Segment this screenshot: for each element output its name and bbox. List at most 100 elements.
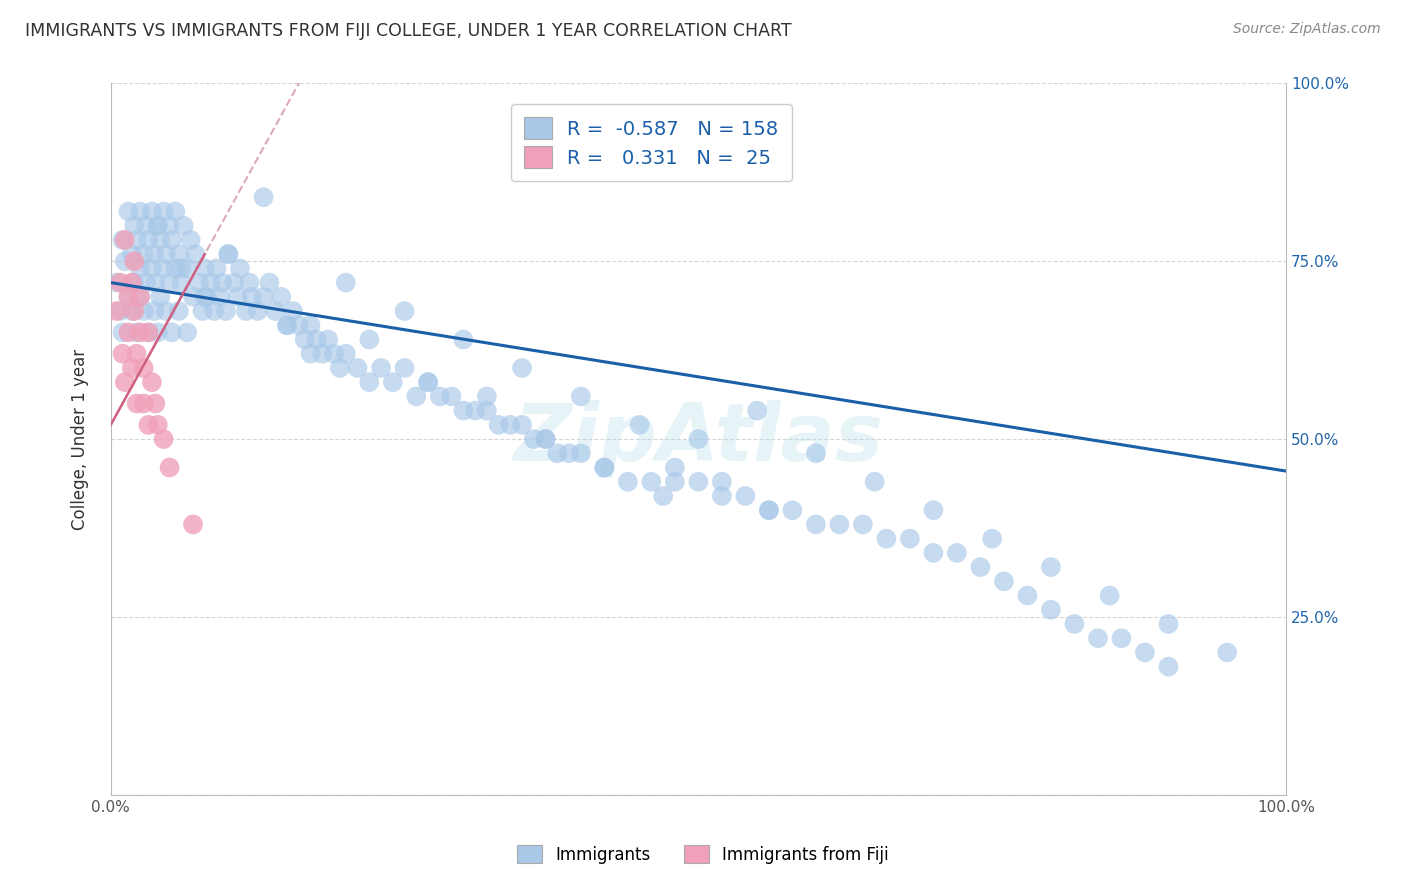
Point	[1039, 603, 1062, 617]
Point	[346, 360, 368, 375]
Point	[922, 546, 945, 560]
Point	[546, 446, 568, 460]
Point	[217, 247, 239, 261]
Text: IMMIGRANTS VS IMMIGRANTS FROM FIJI COLLEGE, UNDER 1 YEAR CORRELATION CHART: IMMIGRANTS VS IMMIGRANTS FROM FIJI COLLE…	[25, 22, 792, 40]
Point	[758, 503, 780, 517]
Point	[138, 326, 160, 340]
Point	[122, 276, 145, 290]
Point	[173, 219, 195, 233]
Point	[117, 326, 139, 340]
Point	[146, 417, 169, 432]
Point	[145, 276, 167, 290]
Point	[217, 247, 239, 261]
Point	[270, 290, 292, 304]
Point	[664, 460, 686, 475]
Point	[125, 233, 148, 247]
Point	[132, 304, 155, 318]
Point	[593, 460, 616, 475]
Point	[122, 254, 145, 268]
Point	[200, 276, 222, 290]
Point	[129, 290, 152, 304]
Point	[394, 360, 416, 375]
Point	[111, 233, 134, 247]
Point	[323, 347, 346, 361]
Point	[117, 290, 139, 304]
Point	[209, 290, 232, 304]
Point	[453, 333, 475, 347]
Point	[141, 375, 163, 389]
Point	[141, 261, 163, 276]
Point	[863, 475, 886, 489]
Point	[187, 276, 209, 290]
Point	[170, 276, 193, 290]
Point	[132, 247, 155, 261]
Point	[184, 247, 207, 261]
Point	[121, 247, 143, 261]
Point	[215, 304, 238, 318]
Point	[132, 396, 155, 410]
Point	[745, 403, 768, 417]
Point	[252, 190, 274, 204]
Point	[294, 333, 316, 347]
Point	[159, 460, 181, 475]
Legend: R =  -0.587   N = 158, R =   0.331   N =  25: R = -0.587 N = 158, R = 0.331 N = 25	[510, 103, 792, 181]
Point	[229, 261, 252, 276]
Point	[194, 290, 217, 304]
Point	[628, 417, 651, 432]
Point	[569, 389, 592, 403]
Point	[316, 333, 339, 347]
Point	[238, 276, 260, 290]
Point	[1017, 589, 1039, 603]
Point	[111, 326, 134, 340]
Point	[946, 546, 969, 560]
Point	[898, 532, 921, 546]
Point	[235, 304, 257, 318]
Point	[499, 417, 522, 432]
Point	[195, 290, 218, 304]
Point	[475, 403, 498, 417]
Point	[475, 389, 498, 403]
Point	[146, 219, 169, 233]
Point	[226, 290, 249, 304]
Point	[145, 396, 167, 410]
Point	[180, 233, 202, 247]
Point	[181, 517, 204, 532]
Point	[1098, 589, 1121, 603]
Point	[129, 261, 152, 276]
Point	[828, 517, 851, 532]
Point	[181, 290, 204, 304]
Point	[155, 304, 177, 318]
Point	[281, 304, 304, 318]
Point	[440, 389, 463, 403]
Point	[117, 290, 139, 304]
Point	[416, 375, 439, 389]
Point	[299, 318, 322, 333]
Point	[405, 389, 427, 403]
Point	[143, 247, 166, 261]
Point	[969, 560, 991, 574]
Point	[121, 304, 143, 318]
Point	[129, 326, 152, 340]
Point	[149, 290, 172, 304]
Point	[710, 475, 733, 489]
Point	[335, 276, 357, 290]
Point	[688, 475, 710, 489]
Point	[534, 432, 557, 446]
Point	[558, 446, 581, 460]
Point	[1157, 617, 1180, 632]
Point	[165, 204, 187, 219]
Point	[534, 432, 557, 446]
Point	[129, 204, 152, 219]
Point	[152, 261, 174, 276]
Point	[1111, 631, 1133, 645]
Point	[370, 360, 392, 375]
Point	[1039, 560, 1062, 574]
Point	[710, 489, 733, 503]
Point	[981, 532, 1004, 546]
Point	[922, 503, 945, 517]
Point	[640, 475, 662, 489]
Point	[852, 517, 875, 532]
Point	[264, 304, 287, 318]
Point	[758, 503, 780, 517]
Point	[416, 375, 439, 389]
